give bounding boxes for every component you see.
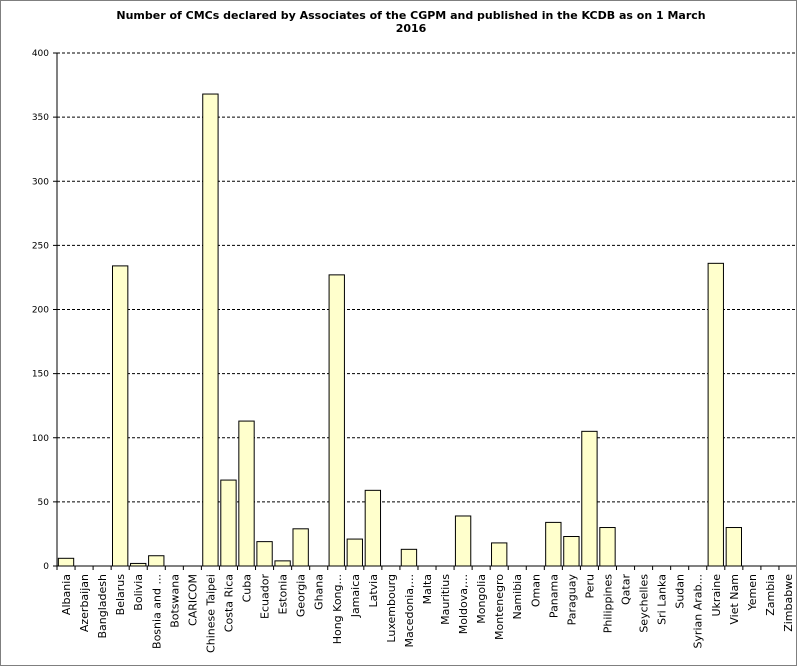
- bar: [454, 515, 472, 567]
- bar: [346, 538, 363, 567]
- x-tick-label: Chinese Taipei: [204, 574, 217, 653]
- x-tick-label: Costa Rica: [222, 574, 235, 632]
- bar: [220, 479, 237, 567]
- bar: [148, 555, 165, 567]
- bar: [256, 541, 273, 567]
- y-tick-label: 150: [32, 370, 49, 380]
- x-tick-label: Montenegro: [493, 574, 506, 640]
- x-tick-label: Macedonia,...: [403, 574, 416, 648]
- x-tick-label: Jamaica: [349, 574, 362, 618]
- bar: [57, 557, 75, 567]
- x-tick-label: Oman: [529, 574, 542, 607]
- y-tick-label: 50: [38, 498, 50, 508]
- x-tick-label: Namibia: [511, 574, 524, 620]
- y-tick-label: 100: [32, 434, 49, 444]
- x-tick-label: Peru: [583, 574, 596, 599]
- x-tick-label: Botswana: [168, 574, 181, 628]
- y-tick-label: 250: [32, 241, 49, 251]
- x-tick-label: Ghana: [313, 574, 326, 610]
- bar: [328, 274, 345, 567]
- x-tick-label: Syrian Arab...: [692, 574, 705, 649]
- x-tick-label: CARICOM: [186, 574, 199, 626]
- y-tick-label: 350: [32, 113, 49, 123]
- bar: [491, 542, 508, 567]
- bar: [599, 527, 616, 567]
- bar: [292, 528, 309, 567]
- x-tick-label: Albania: [60, 574, 73, 615]
- bar: [545, 521, 562, 567]
- x-tick-label: Georgia: [295, 574, 308, 617]
- x-tick-label: Yemen: [746, 574, 759, 612]
- x-tick-label: Bolivia: [132, 574, 145, 611]
- x-tick-label: Zimbabwe: [782, 574, 795, 632]
- x-tick-label: Viet Nam: [728, 574, 741, 625]
- x-tick-label: Cuba: [241, 574, 254, 602]
- bar: [400, 548, 418, 567]
- x-tick-label: Sudan: [674, 574, 687, 609]
- x-tick-label: Latvia: [367, 574, 380, 608]
- bar: [707, 262, 724, 567]
- axes: [53, 52, 796, 570]
- bar: [364, 489, 382, 567]
- bar: [563, 536, 580, 567]
- y-tick-label: 300: [32, 177, 49, 187]
- bar: [725, 527, 742, 567]
- x-tick-label: Belarus: [114, 574, 127, 616]
- x-tick-label: Hong Kong...: [331, 574, 344, 644]
- x-tick-label: Azerbaijan: [78, 574, 91, 632]
- bars: [57, 93, 742, 567]
- x-tick-label: Ecuador: [259, 574, 272, 619]
- y-tick-label: 200: [32, 306, 49, 316]
- x-tick-label: Panama: [547, 574, 560, 618]
- x-tick-label: Estonia: [277, 574, 290, 615]
- bar: [274, 560, 291, 567]
- x-tick-label: Luxembourg: [385, 574, 398, 643]
- x-tick-label: Malta: [421, 574, 434, 604]
- x-tick-labels: Albania Azerbaijan Bangladesh Belarus Bolivi…: [60, 574, 795, 653]
- x-tick-label: Sri Lanka: [656, 574, 669, 625]
- x-tick-label: Moldova,...: [457, 574, 470, 634]
- gridlines: [57, 52, 796, 503]
- bar: [581, 430, 598, 567]
- x-tick-label: Bangladesh: [96, 574, 109, 639]
- x-tick-label: Mauritius: [439, 574, 452, 625]
- bar: [238, 420, 255, 567]
- x-tick-label: Philippines: [601, 574, 614, 634]
- y-tick-label: 400: [32, 49, 49, 59]
- x-tick-label: Bosnia and ...: [150, 574, 163, 649]
- y-tick-label: 0: [43, 562, 49, 572]
- x-tick-label: Mongolia: [475, 574, 488, 624]
- chart-title: Number of CMCs declared by Associates of…: [116, 9, 706, 35]
- x-tick-label: Seychelles: [638, 574, 651, 633]
- x-tick-label: Ukraine: [710, 574, 723, 617]
- bar: [112, 265, 129, 567]
- x-tick-label: Qatar: [620, 574, 633, 605]
- bar: [202, 93, 219, 567]
- x-tick-label: Paraguay: [565, 574, 578, 626]
- y-tick-labels: 0 50 100 150 200 250 300 350 400: [32, 49, 49, 572]
- x-tick-label: Zambia: [764, 574, 777, 616]
